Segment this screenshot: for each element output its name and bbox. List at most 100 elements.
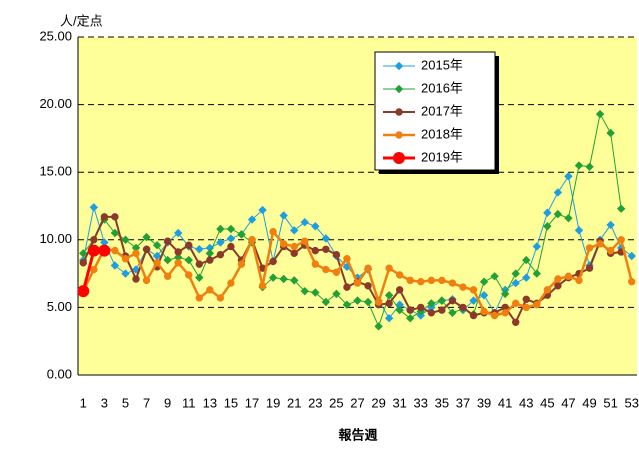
marker [300,286,309,296]
x-tick-label: 9 [164,395,171,410]
marker [290,226,299,235]
x-tick-label: 27 [350,395,364,410]
x-tick-label: 45 [540,395,554,410]
marker [427,309,436,317]
marker [321,234,331,243]
marker [121,235,130,245]
x-tick-label: 43 [519,395,533,410]
marker [427,276,436,285]
marker [437,296,447,305]
marker [227,279,235,287]
marker [385,264,393,272]
marker [226,234,236,243]
x-tick-label: 19 [266,395,280,410]
marker [574,226,584,235]
marker [406,314,415,323]
marker [163,255,172,265]
marker [311,246,320,255]
marker [321,297,331,307]
marker [490,272,499,281]
marker [142,245,151,253]
marker [290,249,298,258]
y-tick-label: 10.00 [39,231,72,246]
x-axis-label: 報告週 [338,427,377,442]
marker [248,236,256,244]
x-tick-label: 53 [624,395,638,410]
marker [512,318,520,326]
marker [490,311,499,320]
marker [585,264,594,272]
marker [163,237,172,245]
marker [543,222,552,231]
marker [343,283,351,291]
marker [174,248,182,256]
marker [311,288,320,297]
x-tick-label: 5 [122,395,129,410]
marker [258,205,267,215]
marker [279,240,288,248]
x-tick-label: 47 [561,395,575,410]
marker [90,265,98,274]
x-tick-label: 3 [101,395,108,410]
series [79,213,625,326]
marker [459,283,467,291]
marker [395,286,404,294]
marker [564,272,573,281]
marker [533,300,541,309]
marker [628,278,636,286]
y-tick-label: 20.00 [39,96,72,111]
x-tick-label: 51 [603,395,617,410]
marker [79,249,88,258]
marker [522,303,530,312]
marker [142,276,151,285]
series [77,244,111,298]
marker [98,244,111,257]
legend-label: 2016年 [421,80,463,95]
marker [575,276,583,285]
marker [195,260,203,268]
marker [269,257,277,266]
marker [153,259,161,267]
legend-label: 2015年 [421,57,463,72]
marker [511,278,520,288]
marker [374,322,383,331]
marker [448,308,457,318]
marker [554,275,562,283]
x-tick-label: 15 [224,395,238,410]
marker [512,299,520,308]
marker [385,299,393,308]
marker [77,285,90,298]
marker [479,291,489,300]
marker [332,268,341,276]
marker [606,220,615,230]
x-tick-label: 31 [392,395,406,410]
plot-area [78,37,637,375]
marker [195,273,204,282]
marker [311,260,320,268]
x-tick-label: 1 [80,395,87,410]
x-tick-label: 11 [182,395,196,410]
marker [100,213,109,221]
marker [500,289,510,299]
y-unit: 人/定点 [60,13,103,28]
marker [448,279,457,287]
x-tick-label: 21 [287,395,301,410]
marker [585,244,594,252]
marker [374,298,383,306]
marker [395,271,404,279]
marker [406,276,414,285]
marker [364,282,372,290]
marker [216,224,225,234]
marker [438,276,446,285]
marker [121,255,130,263]
marker [111,246,119,255]
marker [89,203,99,212]
marker [142,232,151,242]
marker [185,271,193,279]
marker [394,61,404,71]
marker [469,286,478,294]
marker [459,303,467,312]
marker [564,213,573,223]
marker [279,274,288,284]
